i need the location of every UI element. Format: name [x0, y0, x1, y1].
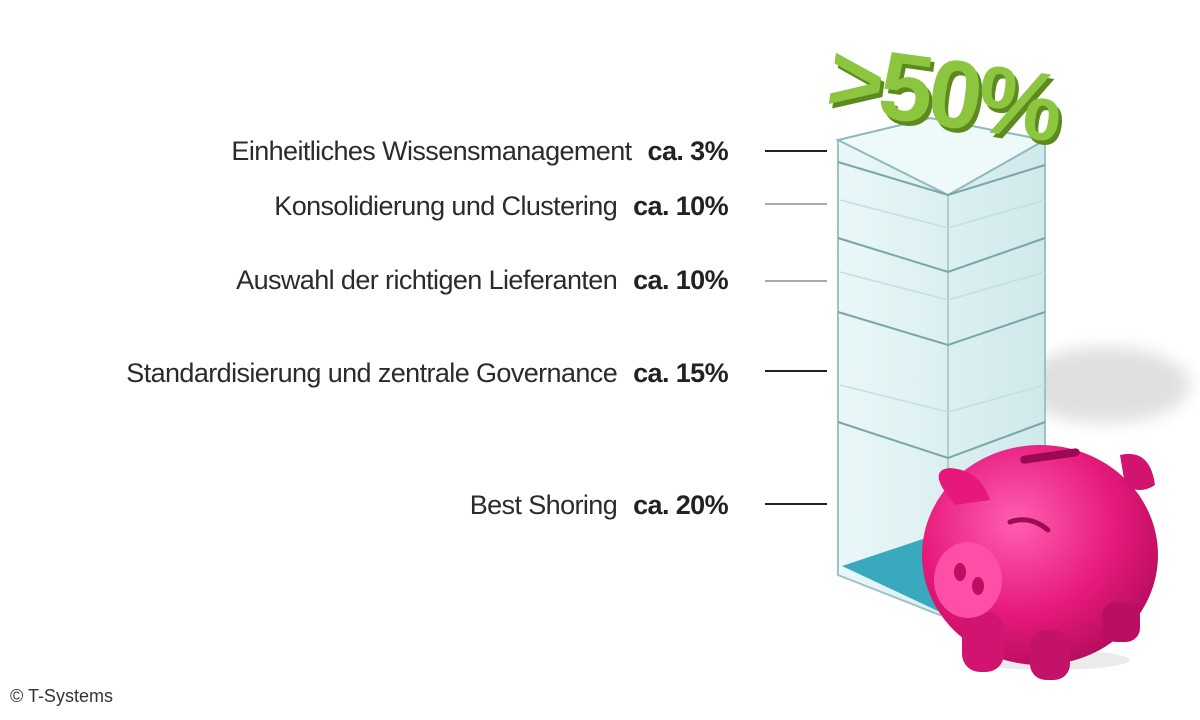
leader-line: [765, 203, 827, 205]
row-governance: Standardisierung und zentrale Governance…: [0, 358, 728, 389]
category-label: Standardisierung und zentrale Governance: [126, 358, 618, 388]
value-label: ca. 10%: [633, 265, 728, 295]
category-label: Auswahl der richtigen Lieferanten: [236, 265, 618, 295]
row-konsolidierung: Konsolidierung und Clustering ca. 10%: [0, 191, 728, 222]
value-label: ca. 15%: [633, 358, 728, 388]
tower-top: [835, 116, 1048, 197]
piggy-bank-icon: [922, 445, 1158, 680]
copyright-credit: © T-Systems: [10, 686, 113, 706]
leader-line: [765, 280, 827, 282]
headline-shadow: [1020, 347, 1190, 423]
leader-line: [765, 503, 827, 505]
value-label: ca. 10%: [633, 191, 728, 221]
leader-line: [765, 150, 827, 152]
value-label: ca. 3%: [647, 136, 729, 166]
category-label: Konsolidierung und Clustering: [274, 191, 618, 221]
row-lieferanten: Auswahl der richtigen Lieferanten ca. 10…: [0, 265, 728, 296]
category-label: Best Shoring: [469, 490, 618, 520]
leader-line: [765, 370, 827, 372]
category-label: Einheitliches Wissensmanagement: [231, 136, 632, 166]
value-label: ca. 20%: [633, 490, 728, 520]
row-best-shoring: Best Shoring ca. 20%: [0, 490, 729, 521]
row-wissensmanagement: Einheitliches Wissensmanagement ca. 3%: [0, 136, 728, 167]
